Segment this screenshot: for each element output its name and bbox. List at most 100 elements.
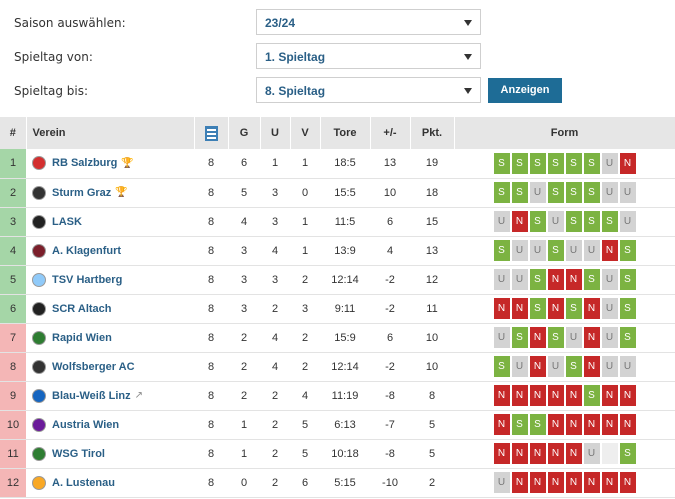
form-result-badge[interactable]: U bbox=[529, 182, 546, 203]
form-result-badge[interactable]: U bbox=[493, 211, 510, 232]
form-result-badge[interactable]: N bbox=[547, 443, 564, 464]
form-result-badge[interactable]: U bbox=[565, 327, 582, 348]
header-points[interactable]: Pkt. bbox=[410, 117, 455, 149]
form-result-badge[interactable]: S bbox=[619, 269, 636, 290]
form-result-badge[interactable]: N bbox=[493, 298, 510, 319]
form-result-badge[interactable]: S bbox=[619, 240, 636, 261]
form-result-badge[interactable]: U bbox=[601, 152, 618, 174]
team-name-link[interactable]: A. Klagenfurt bbox=[52, 244, 122, 257]
form-result-badge[interactable]: N bbox=[547, 298, 564, 319]
form-result-badge[interactable]: S bbox=[511, 414, 528, 435]
header-draws[interactable]: U bbox=[260, 117, 291, 149]
form-result-badge[interactable]: U bbox=[493, 472, 510, 493]
form-result-badge[interactable]: U bbox=[583, 443, 600, 464]
team-name-link[interactable]: TSV Hartberg bbox=[52, 273, 123, 286]
team-name-link[interactable]: Rapid Wien bbox=[52, 331, 112, 344]
form-result-badge[interactable]: N bbox=[619, 472, 636, 493]
show-button[interactable]: Anzeigen bbox=[488, 78, 562, 103]
form-result-badge[interactable]: S bbox=[529, 211, 546, 232]
form-result-badge[interactable]: S bbox=[583, 269, 600, 290]
form-result-badge[interactable] bbox=[601, 443, 618, 464]
team-name-link[interactable]: SCR Altach bbox=[52, 302, 112, 315]
form-result-badge[interactable]: S bbox=[511, 152, 528, 174]
header-wins[interactable]: G bbox=[228, 117, 261, 149]
to-select[interactable]: 8. Spieltag bbox=[256, 77, 481, 103]
form-result-badge[interactable]: U bbox=[565, 240, 582, 261]
team-name-link[interactable]: Austria Wien bbox=[52, 418, 120, 431]
form-result-badge[interactable]: S bbox=[565, 182, 582, 203]
form-result-badge[interactable]: S bbox=[565, 211, 582, 232]
form-result-badge[interactable]: N bbox=[529, 327, 546, 348]
form-result-badge[interactable]: U bbox=[493, 327, 510, 348]
form-result-badge[interactable]: U bbox=[529, 240, 546, 261]
form-result-badge[interactable]: N bbox=[511, 443, 528, 464]
form-result-badge[interactable]: U bbox=[619, 211, 636, 232]
form-result-badge[interactable]: U bbox=[601, 269, 618, 290]
team-name-link[interactable]: LASK bbox=[52, 215, 82, 228]
form-result-badge[interactable]: N bbox=[529, 356, 546, 377]
header-games[interactable] bbox=[194, 117, 229, 149]
form-result-badge[interactable]: S bbox=[547, 152, 564, 174]
form-result-badge[interactable]: N bbox=[583, 472, 600, 493]
from-select[interactable]: 1. Spieltag bbox=[256, 43, 481, 69]
form-result-badge[interactable]: N bbox=[529, 443, 546, 464]
form-result-badge[interactable]: U bbox=[619, 182, 636, 203]
form-result-badge[interactable]: N bbox=[547, 269, 564, 290]
form-result-badge[interactable]: S bbox=[583, 385, 600, 406]
header-diff[interactable]: +/- bbox=[370, 117, 411, 149]
form-result-badge[interactable]: N bbox=[511, 385, 528, 406]
form-result-badge[interactable]: S bbox=[619, 443, 636, 464]
form-result-badge[interactable]: U bbox=[511, 240, 528, 261]
form-result-badge[interactable]: N bbox=[601, 240, 618, 261]
form-result-badge[interactable]: U bbox=[493, 269, 510, 290]
form-result-badge[interactable]: N bbox=[565, 414, 582, 435]
form-result-badge[interactable]: U bbox=[511, 356, 528, 377]
form-result-badge[interactable]: N bbox=[601, 414, 618, 435]
form-result-badge[interactable]: S bbox=[529, 298, 546, 319]
form-result-badge[interactable]: N bbox=[493, 385, 510, 406]
form-result-badge[interactable]: S bbox=[511, 327, 528, 348]
form-result-badge[interactable]: N bbox=[565, 472, 582, 493]
form-result-badge[interactable]: N bbox=[619, 385, 636, 406]
form-result-badge[interactable]: U bbox=[601, 327, 618, 348]
form-result-badge[interactable]: S bbox=[547, 240, 564, 261]
form-result-badge[interactable]: S bbox=[583, 152, 600, 174]
form-result-badge[interactable]: S bbox=[565, 356, 582, 377]
form-result-badge[interactable]: N bbox=[583, 414, 600, 435]
form-result-badge[interactable]: N bbox=[565, 385, 582, 406]
header-losses[interactable]: V bbox=[290, 117, 321, 149]
form-result-badge[interactable]: N bbox=[601, 472, 618, 493]
form-result-badge[interactable]: S bbox=[547, 327, 564, 348]
form-result-badge[interactable]: N bbox=[511, 211, 528, 232]
form-result-badge[interactable]: S bbox=[565, 152, 582, 174]
form-result-badge[interactable]: S bbox=[493, 182, 510, 203]
team-name-link[interactable]: WSG Tirol bbox=[52, 447, 105, 460]
team-name-link[interactable]: A. Lustenau bbox=[52, 476, 115, 489]
form-result-badge[interactable]: S bbox=[493, 152, 510, 174]
form-result-badge[interactable]: S bbox=[565, 298, 582, 319]
form-result-badge[interactable]: N bbox=[583, 327, 600, 348]
team-name-link[interactable]: Blau-Weiß Linz bbox=[52, 389, 131, 402]
header-goals[interactable]: Tore bbox=[320, 117, 371, 149]
form-result-badge[interactable]: S bbox=[493, 240, 510, 261]
form-result-badge[interactable]: S bbox=[511, 182, 528, 203]
form-result-badge[interactable]: N bbox=[547, 414, 564, 435]
form-result-badge[interactable]: N bbox=[547, 385, 564, 406]
team-name-link[interactable]: RB Salzburg bbox=[52, 157, 118, 170]
form-result-badge[interactable]: N bbox=[583, 356, 600, 377]
form-result-badge[interactable]: S bbox=[529, 414, 546, 435]
form-result-badge[interactable]: S bbox=[619, 298, 636, 319]
form-result-badge[interactable]: S bbox=[529, 152, 546, 174]
form-result-badge[interactable]: U bbox=[547, 211, 564, 232]
team-name-link[interactable]: Wolfsberger AC bbox=[52, 360, 135, 373]
form-result-badge[interactable]: N bbox=[565, 443, 582, 464]
form-result-badge[interactable]: U bbox=[583, 240, 600, 261]
form-result-badge[interactable]: N bbox=[493, 443, 510, 464]
form-result-badge[interactable]: N bbox=[493, 414, 510, 435]
header-team[interactable]: Verein bbox=[26, 117, 195, 149]
form-result-badge[interactable]: U bbox=[511, 269, 528, 290]
form-result-badge[interactable]: U bbox=[619, 356, 636, 377]
form-result-badge[interactable]: N bbox=[619, 152, 636, 174]
form-result-badge[interactable]: N bbox=[511, 472, 528, 493]
form-result-badge[interactable]: N bbox=[529, 472, 546, 493]
